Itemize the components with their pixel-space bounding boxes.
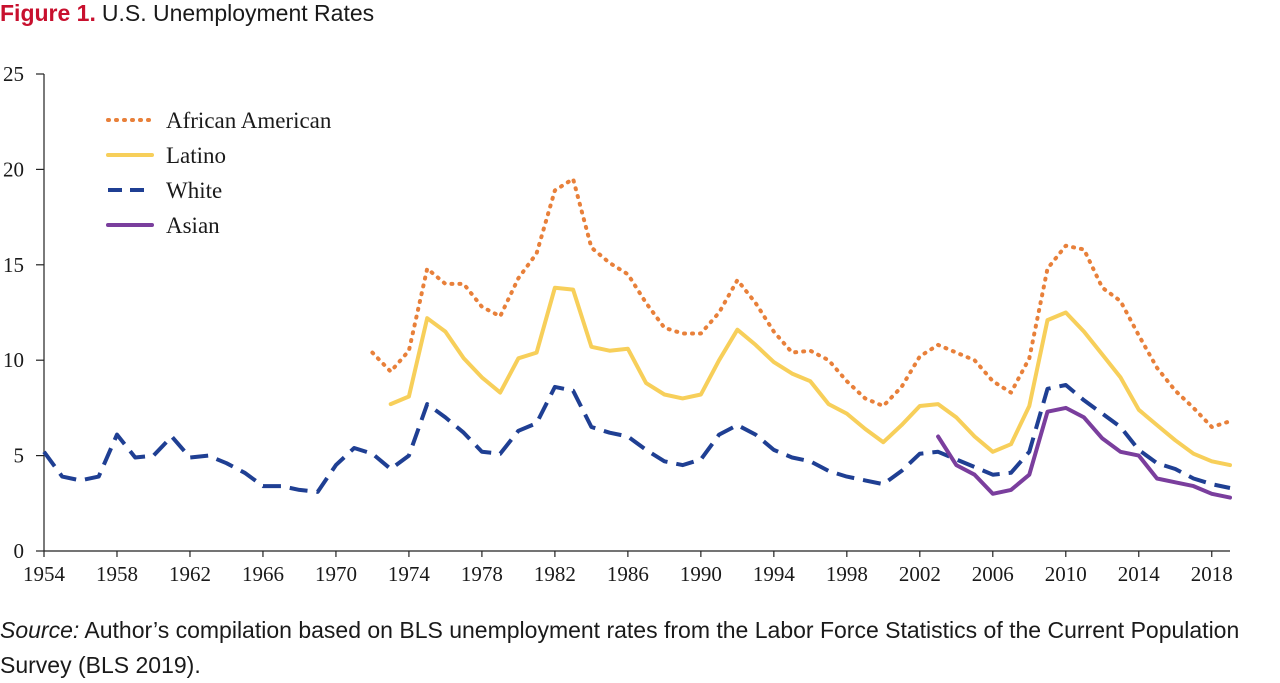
series-line-african-american xyxy=(370,176,1232,429)
y-tick-label: 10 xyxy=(3,348,24,372)
x-tick-label: 2018 xyxy=(1191,562,1233,586)
x-tick-label: 2002 xyxy=(899,562,941,586)
y-tick-label: 15 xyxy=(3,253,24,277)
figure-label: Figure 1. xyxy=(0,0,96,26)
x-tick-label: 1982 xyxy=(534,562,576,586)
x-tick-label: 1978 xyxy=(461,562,503,586)
series-line-asian xyxy=(936,405,1232,500)
x-tick-label: 2010 xyxy=(1045,562,1087,586)
series-line-latino xyxy=(388,285,1232,468)
source-label: Source: xyxy=(0,617,80,643)
source-text: Author’s compilation based on BLS unempl… xyxy=(0,617,1240,678)
x-tick-label: 1954 xyxy=(23,562,66,586)
legend-label-african-american: African American xyxy=(166,108,332,133)
unemployment-line-chart: 0 5 10 15 20 25 1954 1958 1962 1966 1970 1974 1978 19… xyxy=(3,62,1233,586)
y-tick-label: 20 xyxy=(3,157,24,181)
x-tick-label: 1970 xyxy=(315,562,357,586)
x-tick-label: 1962 xyxy=(169,562,211,586)
series-line-white xyxy=(42,383,1231,494)
x-tick-label: 2014 xyxy=(1118,562,1161,586)
legend-label-latino: Latino xyxy=(166,143,226,168)
x-tick-label: 1994 xyxy=(753,562,796,586)
x-tick-label: 1986 xyxy=(607,562,649,586)
legend-label-white: White xyxy=(166,178,222,203)
figure-title-text: U.S. Unemployment Rates xyxy=(101,0,375,26)
figure-title: Figure 1. U.S. Unemployment Rates xyxy=(0,0,374,27)
legend-label-asian: Asian xyxy=(166,213,220,238)
x-tick-label: 2006 xyxy=(972,562,1014,586)
x-tick-label: 1998 xyxy=(826,562,868,586)
y-tick-label: 5 xyxy=(14,444,25,468)
x-tick-label: 1990 xyxy=(680,562,722,586)
y-tick-label: 0 xyxy=(14,539,25,563)
x-tick-label: 1974 xyxy=(388,562,431,586)
y-tick-label: 25 xyxy=(3,62,24,86)
source-note: Source: Author’s compilation based on BL… xyxy=(0,613,1280,683)
x-tick-label: 1958 xyxy=(96,562,138,586)
x-tick-label: 1966 xyxy=(242,562,284,586)
